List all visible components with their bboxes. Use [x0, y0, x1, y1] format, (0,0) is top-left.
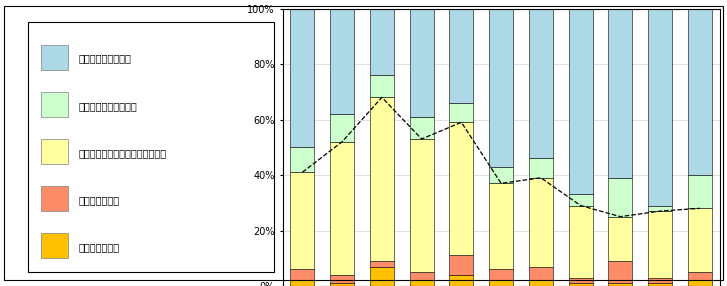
Bar — [608, 261, 632, 283]
Bar — [529, 9, 553, 158]
Bar — [410, 139, 433, 272]
Bar — [608, 217, 632, 261]
Bar — [648, 283, 672, 286]
Bar — [449, 122, 473, 255]
Bar — [608, 9, 632, 178]
Bar — [489, 281, 513, 286]
Bar — [410, 272, 433, 281]
Bar — [370, 267, 394, 286]
Bar — [330, 9, 354, 114]
Bar — [41, 139, 68, 164]
Bar — [370, 261, 394, 267]
Bar — [410, 281, 433, 286]
Bar — [41, 186, 68, 211]
Bar — [489, 183, 513, 269]
Bar — [449, 255, 473, 275]
Bar — [41, 92, 68, 117]
Bar — [291, 269, 314, 281]
Bar — [291, 9, 314, 147]
Bar — [688, 9, 712, 175]
Text: 全く利用したくない: 全く利用したくない — [79, 53, 132, 63]
Bar — [370, 97, 394, 261]
Text: どちらともいえない・わからない: どちらともいえない・わからない — [79, 148, 167, 158]
Bar — [41, 233, 68, 258]
Bar — [330, 275, 354, 283]
Bar — [688, 208, 712, 272]
Bar — [608, 283, 632, 286]
Bar — [529, 281, 553, 286]
Bar — [410, 9, 433, 117]
Bar — [569, 278, 593, 283]
Bar — [489, 9, 513, 167]
Text: ぜひ利用したい: ぜひ利用したい — [79, 242, 120, 252]
Bar — [330, 142, 354, 275]
Bar — [449, 103, 473, 122]
Bar — [648, 278, 672, 283]
Bar — [688, 175, 712, 208]
Bar — [569, 9, 593, 194]
Bar — [449, 9, 473, 103]
Bar — [291, 281, 314, 286]
Bar — [489, 269, 513, 281]
Bar — [569, 194, 593, 206]
Bar — [529, 178, 553, 267]
Bar — [648, 9, 672, 206]
Bar — [569, 283, 593, 286]
Bar — [291, 147, 314, 172]
Bar — [648, 211, 672, 278]
Bar — [608, 178, 632, 217]
Bar — [529, 158, 553, 178]
Bar — [688, 281, 712, 286]
Text: まあ利用したい: まあ利用したい — [79, 195, 120, 205]
Bar — [489, 167, 513, 183]
Bar — [569, 206, 593, 278]
Bar — [330, 283, 354, 286]
Bar — [648, 206, 672, 211]
Bar — [291, 172, 314, 269]
Bar — [449, 275, 473, 286]
Bar — [529, 267, 553, 281]
Bar — [370, 9, 394, 75]
Bar — [370, 75, 394, 97]
Text: あまり利用したくない: あまり利用したくない — [79, 101, 137, 111]
Bar — [41, 45, 68, 69]
Bar — [688, 272, 712, 281]
Bar — [410, 117, 433, 139]
Bar — [330, 114, 354, 142]
